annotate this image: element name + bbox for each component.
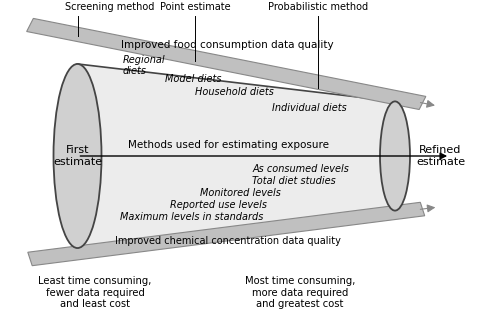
Text: Refined
estimate: Refined estimate [416,145,465,167]
Text: As consumed levels: As consumed levels [252,164,350,174]
Text: Individual diets: Individual diets [272,103,347,113]
Text: Model diets: Model diets [165,74,222,84]
Text: Most time consuming,
more data required
and greatest cost: Most time consuming, more data required … [245,276,355,309]
Ellipse shape [54,64,102,248]
Text: Point estimate: Point estimate [160,2,230,12]
Text: Monitored levels: Monitored levels [200,188,281,198]
Text: Reported use levels: Reported use levels [170,200,267,210]
Text: Least time consuming,
fewer data required
and least cost: Least time consuming, fewer data require… [38,276,152,309]
Text: Total diet studies: Total diet studies [252,176,336,186]
Text: First
estimate: First estimate [53,145,102,167]
Text: Household diets: Household diets [195,87,274,97]
Polygon shape [28,202,424,266]
Text: Methods used for estimating exposure: Methods used for estimating exposure [128,140,328,150]
Ellipse shape [380,101,410,211]
Text: Improved chemical concentration data quality: Improved chemical concentration data qua… [114,236,340,246]
Text: Maximum levels in standards: Maximum levels in standards [120,212,264,222]
Text: Regional
diets: Regional diets [122,55,165,76]
Text: Probabilistic method: Probabilistic method [268,2,368,12]
Polygon shape [78,64,395,248]
Polygon shape [26,18,426,110]
Text: Screening method: Screening method [66,2,154,12]
Text: Improved food consumption data quality: Improved food consumption data quality [121,40,334,50]
